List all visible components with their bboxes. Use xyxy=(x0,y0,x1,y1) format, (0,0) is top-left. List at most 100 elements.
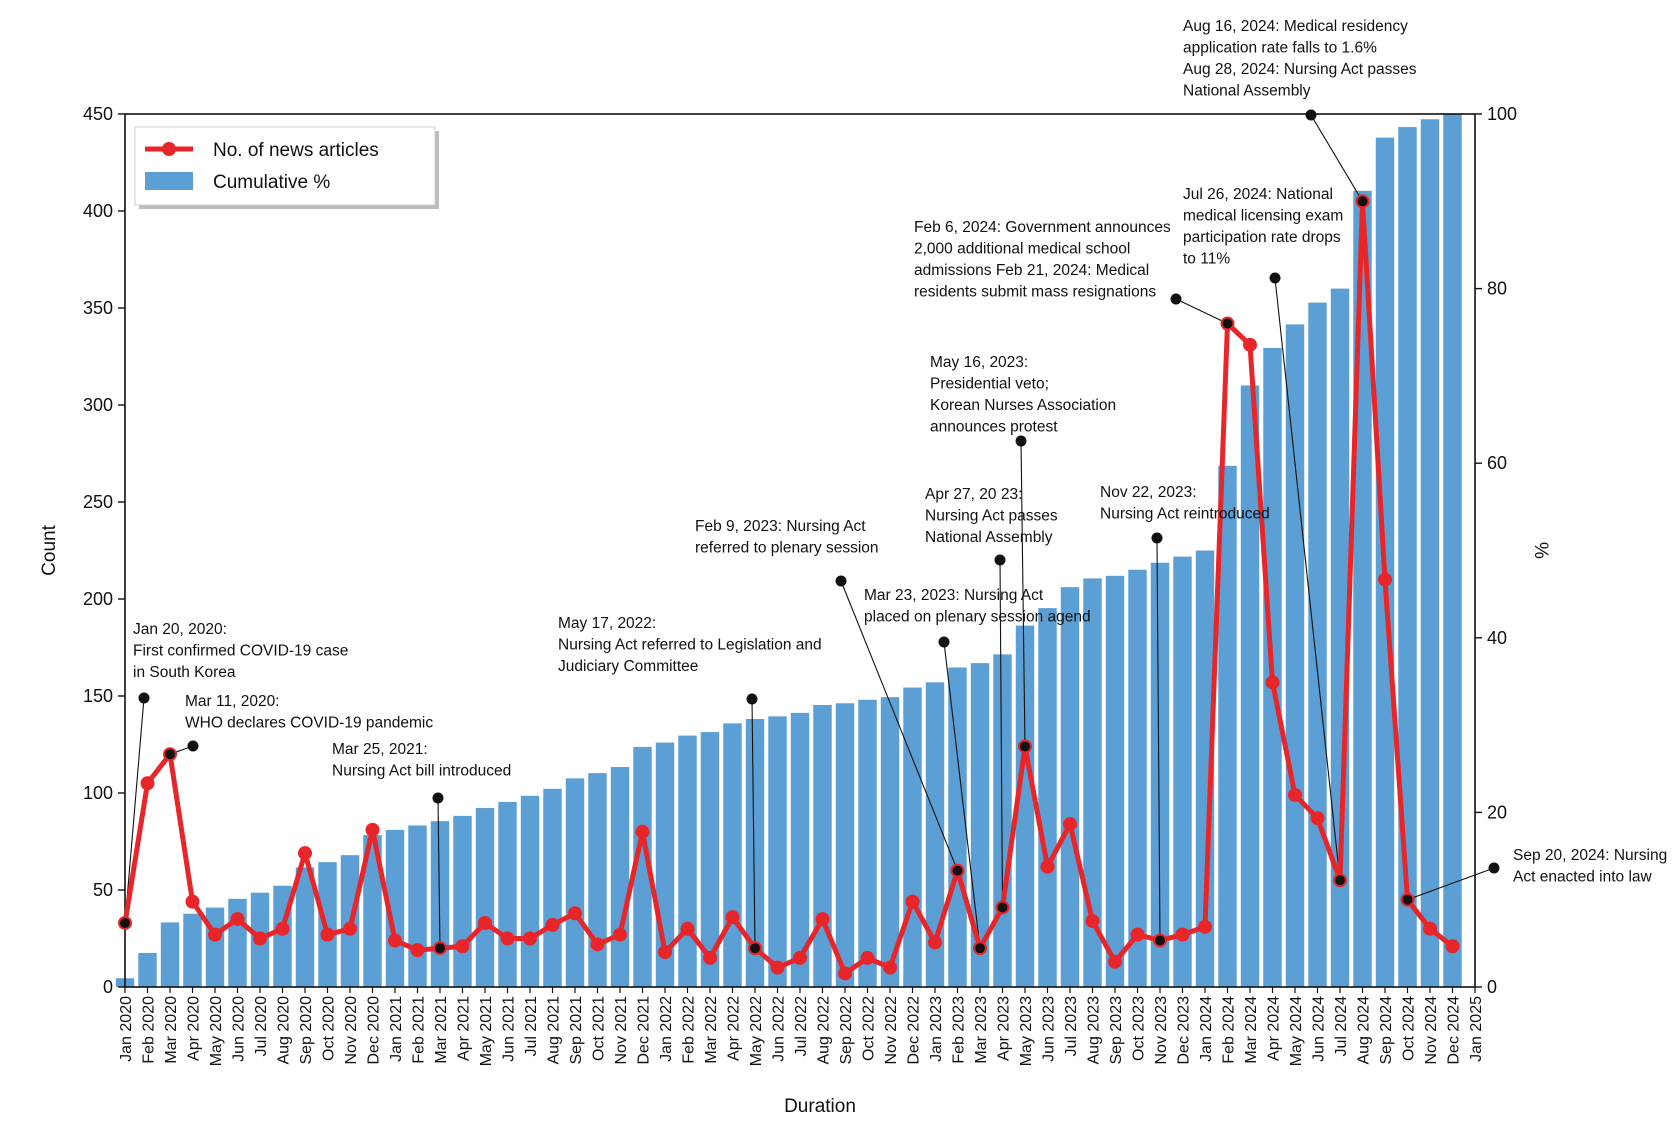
right-axis-title: % xyxy=(1530,542,1551,559)
left-tick-label: 300 xyxy=(83,395,113,415)
cumulative-bar xyxy=(430,821,450,987)
cumulative-bar xyxy=(1150,562,1170,987)
annotated-point-marker xyxy=(1335,875,1345,886)
x-tick-label: May 2020 xyxy=(208,996,225,1066)
x-tick-label: Jan 2025 xyxy=(1468,996,1485,1062)
cumulative-bar xyxy=(745,718,765,987)
cumulative-bar xyxy=(903,687,922,987)
x-tick-label: Aug 2022 xyxy=(816,996,833,1065)
x-tick-label: Oct 2022 xyxy=(861,996,878,1061)
annotation-text: May 17, 2022: xyxy=(558,615,656,632)
x-axis-title: Duration xyxy=(784,1096,856,1117)
news-articles-point xyxy=(613,927,627,942)
annotation-anchor-dot xyxy=(1305,109,1317,121)
news-articles-point xyxy=(1085,914,1100,929)
x-tick-label: Dec 2020 xyxy=(366,996,383,1065)
x-tick-label: Mar 2024 xyxy=(1243,996,1260,1064)
news-articles-point xyxy=(1288,787,1302,802)
x-tick-label: Oct 2020 xyxy=(321,996,338,1061)
annotation-text: Nursing Act referred to Legislation and xyxy=(558,637,822,654)
cumulative-bar xyxy=(295,867,315,987)
cumulative-bar xyxy=(1128,569,1147,987)
left-tick-label: 200 xyxy=(83,589,113,609)
cumulative-bar xyxy=(1240,385,1260,987)
annotation-leader xyxy=(437,797,441,949)
x-tick-label: Aug 2024 xyxy=(1356,996,1373,1065)
x-tick-label: May 2024 xyxy=(1288,996,1305,1066)
news-articles-point xyxy=(635,824,650,839)
x-tick-label: Nov 2024 xyxy=(1423,996,1440,1065)
annotation-text: Feb 6, 2024: Government announces xyxy=(914,219,1171,236)
cumulative-bar xyxy=(363,835,382,987)
cumulative-bar xyxy=(385,829,405,987)
right-tick-label: 20 xyxy=(1487,802,1507,822)
annotation-leader xyxy=(1156,537,1161,941)
right-tick-label: 100 xyxy=(1487,104,1517,124)
annotation-leader xyxy=(1407,867,1495,901)
x-tick-label: Jan 2020 xyxy=(118,996,135,1062)
x-tick-label: Sep 2024 xyxy=(1378,996,1395,1065)
news-articles-point xyxy=(1108,954,1122,969)
x-tick-label: Apr 2020 xyxy=(186,996,203,1061)
x-tick-label: Jan 2022 xyxy=(658,996,675,1062)
news-articles-point xyxy=(905,894,920,909)
legend-box xyxy=(134,126,436,206)
cumulative-bar xyxy=(565,778,585,987)
x-tick-label: May 2021 xyxy=(478,996,495,1066)
annotated-point-marker xyxy=(997,902,1008,913)
annotation-text: announces protest xyxy=(930,419,1058,436)
annotation-leader xyxy=(840,580,959,871)
x-tick-label: Jul 2023 xyxy=(1063,996,1080,1057)
news-articles-point xyxy=(703,950,717,965)
news-articles-point xyxy=(725,910,740,925)
cumulative-bar xyxy=(228,898,247,987)
news-articles-point xyxy=(208,927,222,942)
annotation-leader xyxy=(1020,440,1026,747)
annotation-text: Feb 9, 2023: Nursing Act xyxy=(695,518,866,535)
cumulative-bar xyxy=(520,795,540,987)
news-articles-line xyxy=(118,194,1460,981)
cumulative-bar xyxy=(1173,556,1192,987)
annotation-leader xyxy=(124,697,145,924)
x-tick-label: Nov 2020 xyxy=(343,996,360,1065)
left-tick-label: 50 xyxy=(93,880,113,900)
cumulative-bar xyxy=(835,703,855,987)
news-articles-point xyxy=(140,776,155,791)
x-tick-label: Jun 2022 xyxy=(771,996,788,1062)
left-tick-label: 0 xyxy=(103,977,113,997)
news-articles-point xyxy=(883,960,897,975)
news-articles-point xyxy=(298,846,312,861)
cumulative-bar xyxy=(768,716,787,987)
cumulative-bar xyxy=(138,952,157,987)
news-articles-point xyxy=(410,943,425,958)
x-tick-label: Oct 2023 xyxy=(1131,996,1148,1061)
news-articles-point xyxy=(815,912,830,927)
x-tick-label: Jul 2024 xyxy=(1333,996,1350,1057)
x-tick-label: Feb 2021 xyxy=(411,996,428,1064)
news-articles-point xyxy=(320,927,335,942)
news-articles-point xyxy=(185,894,200,909)
right-tick-label: 0 xyxy=(1487,977,1497,997)
x-tick-label: Apr 2021 xyxy=(456,996,473,1061)
annotated-point-marker xyxy=(165,749,175,760)
x-tick-label: Mar 2021 xyxy=(433,996,450,1064)
cumulative-bars xyxy=(115,114,1462,988)
legend-bar-label: Cumulative % xyxy=(213,172,330,193)
cumulative-bar xyxy=(723,723,742,987)
annotation-text: Nov 22, 2023: xyxy=(1100,484,1197,501)
news-articles-point xyxy=(388,933,402,948)
cumulative-bar xyxy=(160,922,180,987)
cumulative-bar xyxy=(588,773,607,987)
annotation-text: in South Korea xyxy=(133,664,236,681)
news-articles-point xyxy=(1265,675,1280,690)
cumulative-bar xyxy=(610,767,630,987)
annotation-text: referred to plenary session xyxy=(695,540,879,557)
x-tick-label: Jun 2020 xyxy=(231,996,248,1062)
cumulative-bar xyxy=(543,788,562,987)
x-tick-label: Feb 2022 xyxy=(681,996,698,1064)
cumulative-bar xyxy=(633,746,652,987)
news-articles-point xyxy=(230,912,245,927)
x-tick-label: Dec 2022 xyxy=(906,996,923,1065)
x-tick-label: Jan 2023 xyxy=(928,996,945,1062)
